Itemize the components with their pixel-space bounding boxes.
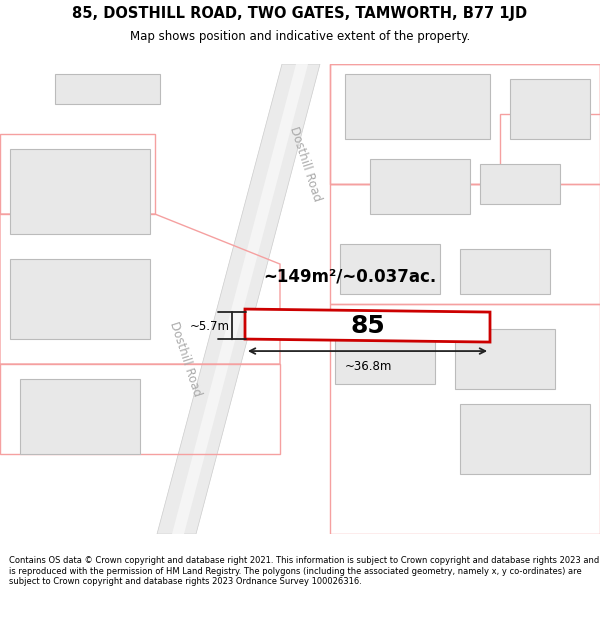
Text: Map shows position and indicative extent of the property.: Map shows position and indicative extent… xyxy=(130,30,470,43)
Text: Dosthill Road: Dosthill Road xyxy=(167,320,203,398)
Polygon shape xyxy=(480,164,560,204)
Polygon shape xyxy=(340,244,440,294)
Text: Dosthill Road: Dosthill Road xyxy=(287,125,323,203)
Polygon shape xyxy=(55,74,160,104)
Polygon shape xyxy=(245,309,490,342)
Polygon shape xyxy=(460,249,550,294)
Text: 85, DOSTHILL ROAD, TWO GATES, TAMWORTH, B77 1JD: 85, DOSTHILL ROAD, TWO GATES, TAMWORTH, … xyxy=(73,6,527,21)
Polygon shape xyxy=(370,159,470,214)
Text: 85: 85 xyxy=(350,314,385,338)
Polygon shape xyxy=(10,259,150,339)
Polygon shape xyxy=(10,149,150,234)
Text: ~149m²/~0.037ac.: ~149m²/~0.037ac. xyxy=(263,267,437,285)
Text: ~5.7m: ~5.7m xyxy=(190,319,230,332)
Polygon shape xyxy=(157,64,320,534)
Polygon shape xyxy=(510,79,590,139)
Text: Contains OS data © Crown copyright and database right 2021. This information is : Contains OS data © Crown copyright and d… xyxy=(9,556,599,586)
Polygon shape xyxy=(460,404,590,474)
Polygon shape xyxy=(345,74,490,139)
Polygon shape xyxy=(172,64,308,534)
Polygon shape xyxy=(335,324,435,384)
Polygon shape xyxy=(20,379,140,454)
Text: ~36.8m: ~36.8m xyxy=(344,359,392,372)
Polygon shape xyxy=(455,329,555,389)
